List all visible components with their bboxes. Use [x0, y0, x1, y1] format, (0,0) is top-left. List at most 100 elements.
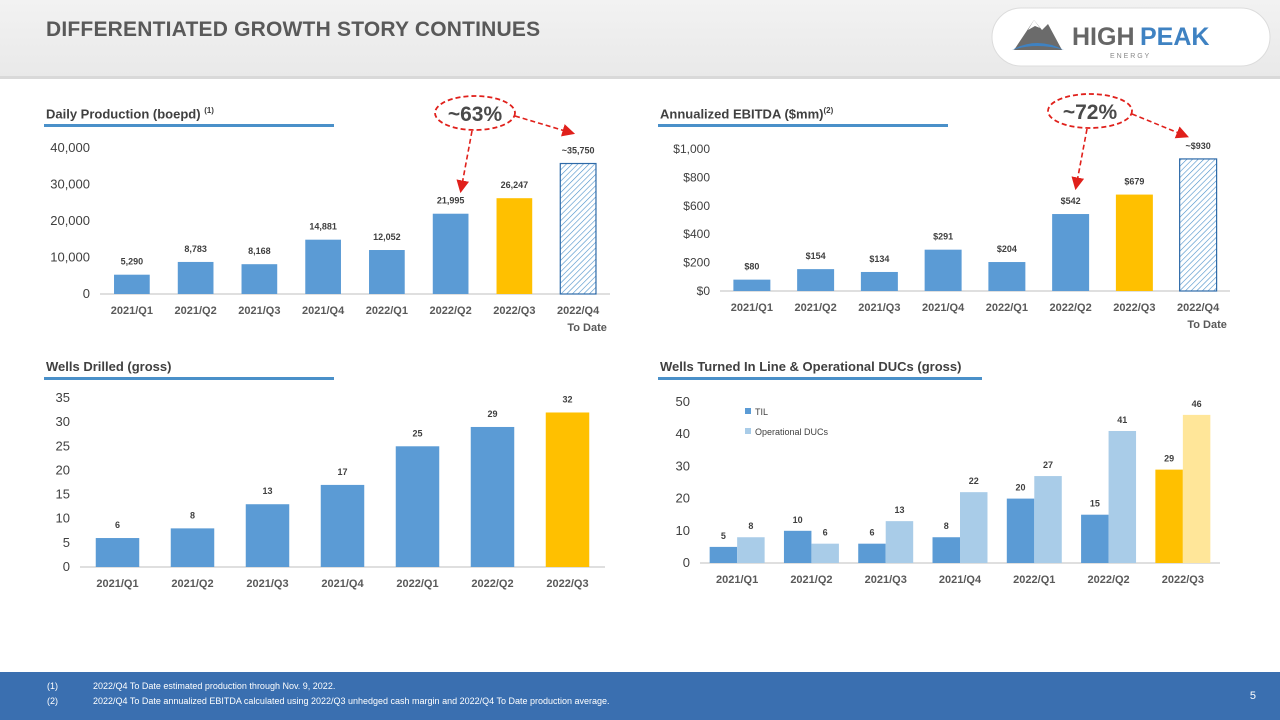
data-label: 29	[487, 409, 497, 419]
bar-estimate	[559, 162, 597, 295]
y-tick-label: 30	[56, 414, 70, 429]
bar-ducs	[1108, 430, 1137, 563]
data-label: 6	[115, 520, 120, 530]
bar-til	[709, 546, 738, 563]
x-tick-label: 2021/Q2	[790, 574, 832, 586]
x-tick-label: 2021/Q2	[175, 305, 217, 317]
til-ducs-chart: 0 10 20 30 40 50 2021/Q1 2021/Q2 2021/Q3 2021/Q4 2…	[676, 394, 1220, 586]
logo-text-peak: PEAK	[1140, 23, 1209, 51]
bar	[1052, 214, 1090, 291]
bar	[988, 262, 1026, 291]
y-tick-label: 0	[63, 559, 70, 574]
bar	[733, 279, 771, 291]
legend-swatch	[745, 428, 751, 434]
wells-drilled-title-underline	[44, 377, 334, 380]
data-label: 10	[793, 515, 803, 525]
bar	[241, 264, 278, 294]
x-tick-label: 2021/Q1	[731, 302, 773, 314]
x-tick-label: 2022/Q4	[557, 305, 600, 317]
bar-ducs	[1034, 476, 1062, 563]
x-tick-label: 2022/Q3	[493, 305, 535, 317]
data-label: $679	[1124, 177, 1144, 187]
production-growth-callout: ~63%	[448, 103, 503, 126]
y-tick-label: 10	[56, 511, 70, 526]
wells-drilled-chart-title: Wells Drilled (gross)	[46, 359, 172, 374]
y-tick-label: 20	[676, 491, 690, 506]
x-tick-sublabel: To Date	[567, 322, 607, 334]
x-tick-label: 2022/Q3	[1113, 302, 1155, 314]
bar-ducs	[960, 492, 988, 563]
data-label: 20	[1016, 483, 1026, 493]
bar-ducs	[811, 543, 839, 563]
bar	[177, 261, 214, 294]
data-label: 22	[969, 476, 979, 486]
bar	[432, 213, 469, 294]
bar-til	[858, 543, 886, 563]
y-tick-label: 30	[676, 458, 690, 473]
x-tick-label: 2021/Q3	[865, 574, 907, 586]
x-tick-label: 2022/Q2	[1087, 574, 1129, 586]
production-growth-ellipse	[434, 95, 516, 131]
data-label: 15	[1090, 499, 1100, 509]
bar	[305, 239, 341, 294]
data-label: 25	[412, 428, 422, 438]
data-label: 8,168	[248, 246, 271, 256]
data-label: 29	[1164, 454, 1174, 464]
y-tick-label: 20,000	[50, 213, 90, 228]
bar-estimate	[1179, 158, 1218, 292]
data-label: 14,881	[309, 222, 337, 232]
footer-bar	[0, 672, 1280, 720]
x-tick-label: 2022/Q1	[366, 305, 408, 317]
x-tick-label: 2022/Q1	[396, 578, 438, 590]
bar-til	[783, 530, 812, 563]
data-label: $134	[869, 254, 889, 264]
y-tick-label: $600	[683, 199, 710, 213]
y-tick-label: 0	[683, 555, 690, 570]
production-chart-title: Daily Production (boepd) (1)	[46, 106, 214, 122]
data-label: $542	[1061, 196, 1081, 206]
x-tick-label: 2022/Q1	[986, 302, 1028, 314]
x-tick-label: 2021/Q2	[171, 578, 213, 590]
x-tick-label: 2021/Q3	[858, 302, 900, 314]
ebitda-growth-callout: ~72%	[1063, 101, 1118, 124]
data-label: 8	[748, 521, 753, 531]
bar-ducs	[885, 521, 914, 563]
x-tick-label: 2021/Q2	[795, 302, 837, 314]
bar	[95, 538, 140, 567]
x-tick-label: 2022/Q2	[430, 305, 472, 317]
bar	[470, 426, 515, 567]
mountain-icon	[1012, 20, 1064, 50]
x-tick-label: 2021/Q4	[302, 305, 345, 317]
wells-drilled-chart: 0 5 10 15 20 25 30 35 2021/Q1 2021/Q2 2021/Q3 2021/…	[56, 390, 605, 590]
y-tick-label: 15	[56, 487, 70, 502]
bar-til	[932, 537, 960, 563]
bar	[245, 504, 290, 567]
x-tick-label: 2021/Q1	[111, 305, 153, 317]
data-label: 26,247	[501, 180, 529, 190]
legend-label: TIL	[755, 407, 768, 417]
x-tick-label: 2021/Q3	[246, 578, 288, 590]
y-tick-label: 10,000	[50, 250, 90, 265]
legend-swatch	[745, 408, 751, 414]
y-tick-label: 50	[676, 394, 690, 409]
logo-text-high: HIGH	[1072, 23, 1135, 51]
data-label: ~35,750	[562, 146, 595, 156]
company-logo: HIGH PEAK E N E R G Y	[991, 7, 1271, 67]
ebitda-growth-ellipse	[1047, 93, 1133, 129]
y-tick-label: $400	[683, 227, 710, 241]
bar	[395, 446, 440, 567]
x-tick-label: 2021/Q1	[716, 574, 758, 586]
logo-tagline: E N E R G Y	[1110, 53, 1149, 60]
x-tick-label: 2021/Q4	[939, 574, 982, 586]
data-label: $291	[933, 232, 953, 242]
bar	[924, 249, 962, 291]
footnote-1: (1) 2022/Q4 To Date estimated production …	[47, 681, 336, 691]
x-tick-label: 2022/Q1	[1013, 574, 1055, 586]
data-label: 8	[944, 521, 949, 531]
data-label: 17	[337, 467, 347, 477]
y-tick-label: 30,000	[50, 177, 90, 192]
data-label: 41	[1117, 415, 1127, 425]
y-tick-label: $0	[697, 284, 711, 298]
y-tick-label: 40,000	[50, 140, 90, 155]
data-label: 8,783	[184, 244, 207, 254]
